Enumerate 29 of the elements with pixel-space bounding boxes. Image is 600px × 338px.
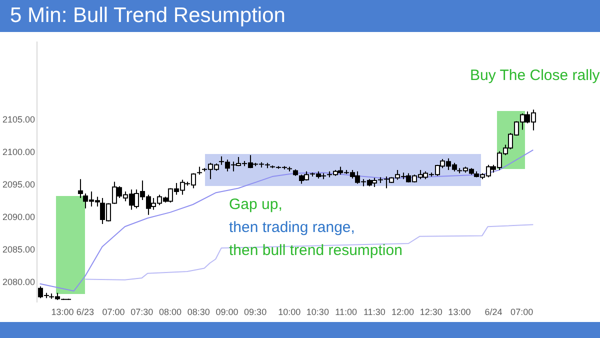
x-tick-label: 11:00 (335, 306, 357, 317)
x-tick-label: 08:30 (187, 306, 210, 317)
x-tick-label: 11:30 (363, 306, 386, 317)
y-tick-label: 2100.00 (2, 146, 35, 157)
annotation: Buy The Close rally (470, 67, 600, 84)
chart-title: 5 Min: Bull Trend Resumption (10, 4, 286, 28)
x-tick-label: 6/24 (484, 306, 502, 317)
x-tick-label: 07:00 (510, 306, 534, 317)
x-tick-label: 07:00 (102, 306, 125, 317)
y-tick-label: 2105.00 (2, 114, 35, 124)
y-tick-label: 2080.00 (2, 276, 35, 287)
x-tick-label: 10:30 (306, 306, 329, 317)
x-tick-label: 6/23 (76, 306, 94, 317)
x-tick-label: 09:00 (216, 306, 238, 317)
x-tick-label: 13:00 (448, 306, 471, 317)
annotation: Gap up, (229, 196, 282, 213)
annotation: then bull trend resumption (229, 242, 402, 259)
x-tick-label: 09:30 (244, 306, 267, 317)
x-tick-label: 07:30 (130, 306, 154, 317)
y-tick-label: 2085.00 (2, 244, 35, 254)
x-tick-label: 13:00 (51, 306, 74, 317)
x-tick-label: 12:00 (391, 306, 414, 317)
annotation: then trading range, (229, 219, 355, 236)
x-tick-label: 08:00 (158, 306, 182, 317)
x-tick-label: 12:30 (420, 306, 442, 317)
x-tick-label: 10:00 (278, 306, 301, 317)
y-tick-label: 2090.00 (2, 212, 35, 222)
y-tick-label: 2095.00 (2, 179, 35, 190)
candlestick (78, 178, 83, 198)
